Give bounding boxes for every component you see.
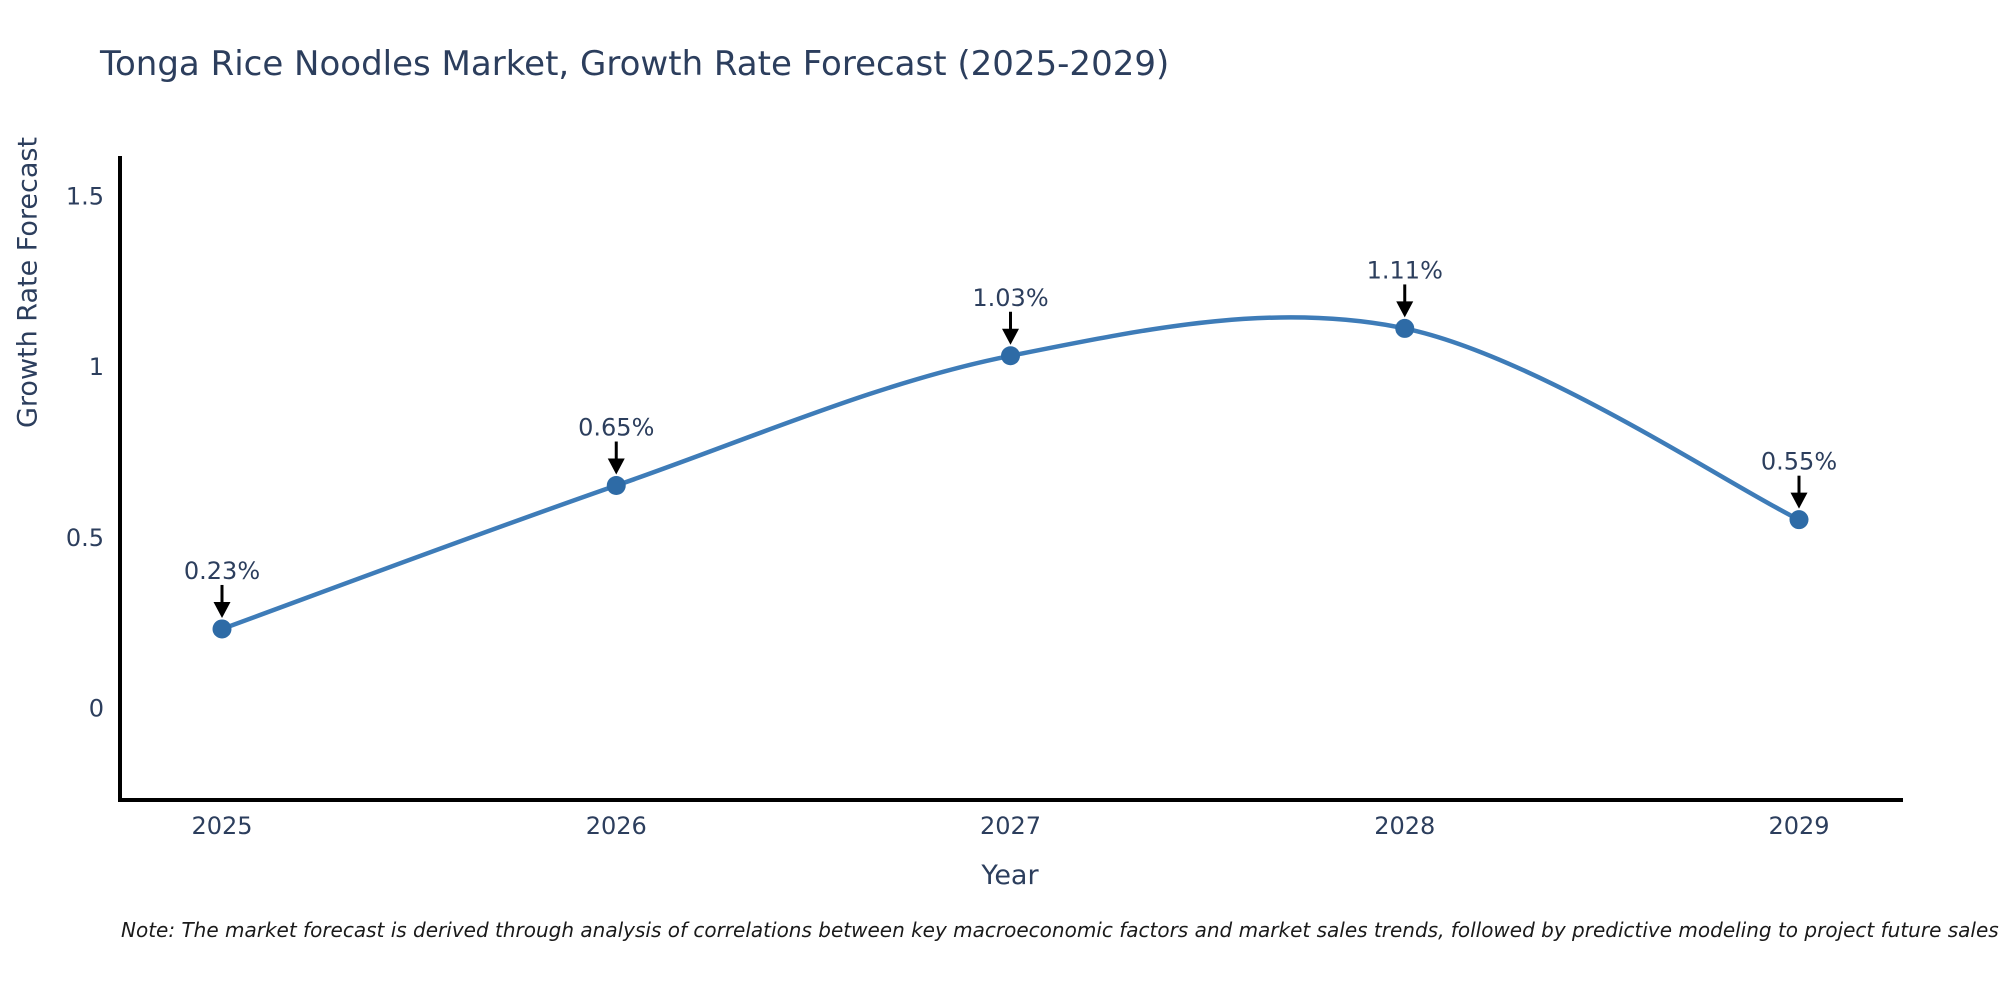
x-tick-label: 2027: [980, 812, 1041, 840]
x-tick-label: 2028: [1374, 812, 1435, 840]
data-point-label: 0.55%: [1761, 448, 1837, 476]
annotation-arrow-head: [607, 458, 625, 475]
annotation-arrow-head: [1396, 301, 1414, 318]
data-point-label: 1.03%: [972, 284, 1048, 312]
data-point-label: 1.11%: [1367, 256, 1443, 284]
x-tick-label: 2029: [1768, 812, 1829, 840]
x-tick-label: 2025: [191, 812, 252, 840]
chart-title: Tonga Rice Noodles Market, Growth Rate F…: [100, 44, 1170, 84]
data-point-marker[interactable]: [1789, 510, 1809, 530]
data-point-label: 0.65%: [578, 414, 654, 442]
x-axis-title: Year: [981, 860, 1039, 891]
data-point-marker[interactable]: [1001, 346, 1020, 366]
x-tick-label: 2026: [586, 812, 647, 840]
annotation-arrow-head: [213, 601, 231, 618]
data-point-label: 0.23%: [184, 557, 260, 585]
y-tick-label: 1: [89, 353, 104, 381]
data-point-marker[interactable]: [212, 619, 232, 639]
footnote: Note: The market forecast is derived thr…: [121, 918, 1999, 942]
y-tick-label: 1.5: [66, 182, 104, 210]
y-tick-label: 0.5: [66, 524, 104, 552]
annotation-arrow-head: [1002, 328, 1019, 345]
data-point-marker[interactable]: [1395, 318, 1415, 338]
data-point-marker[interactable]: [606, 476, 626, 496]
y-tick-label: 0: [89, 695, 104, 723]
annotation-arrow-head: [1790, 492, 1808, 509]
